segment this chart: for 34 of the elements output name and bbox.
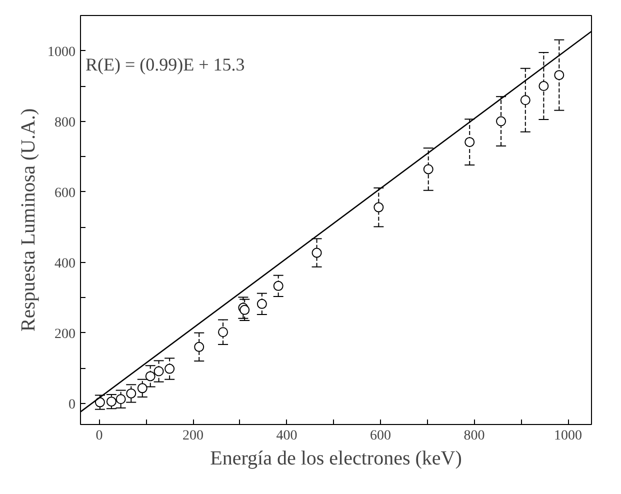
annotation: R(E) = (0.99)E + 15.3: [86, 54, 245, 74]
y-axis-title: Respuesta Luminosa (U.A.): [18, 108, 40, 332]
point: [423, 164, 434, 174]
y-tick-label: 1000: [48, 44, 76, 60]
x-tick-label: 200: [182, 428, 204, 444]
y-tick-label: 800: [54, 115, 76, 130]
point: [554, 70, 564, 80]
point: [154, 366, 164, 376]
x-tick-label: 800: [464, 428, 485, 444]
point: [164, 364, 175, 374]
y-tick-label: 200: [54, 326, 76, 342]
y-tick-label: 600: [54, 186, 76, 201]
point: [106, 396, 116, 407]
point: [520, 95, 530, 106]
x-tick-label: 400: [276, 428, 298, 444]
point: [273, 280, 284, 291]
x-tick-label: 1000: [554, 428, 582, 444]
point: [116, 394, 126, 404]
x-axis-title: Energía de los electrones (keV): [210, 448, 462, 470]
point: [126, 388, 136, 398]
point: [538, 81, 549, 92]
point: [312, 248, 322, 258]
point: [137, 383, 148, 394]
point: [374, 202, 384, 212]
point: [256, 298, 267, 309]
y-tick-label: 0: [68, 397, 76, 412]
point: [496, 116, 506, 126]
x-tick-label: 0: [96, 428, 103, 444]
point: [464, 137, 475, 148]
point: [218, 327, 228, 338]
point: [194, 342, 204, 352]
x-tick-label: 600: [370, 428, 392, 444]
y-tick-label: 400: [54, 256, 76, 272]
point: [145, 371, 156, 382]
